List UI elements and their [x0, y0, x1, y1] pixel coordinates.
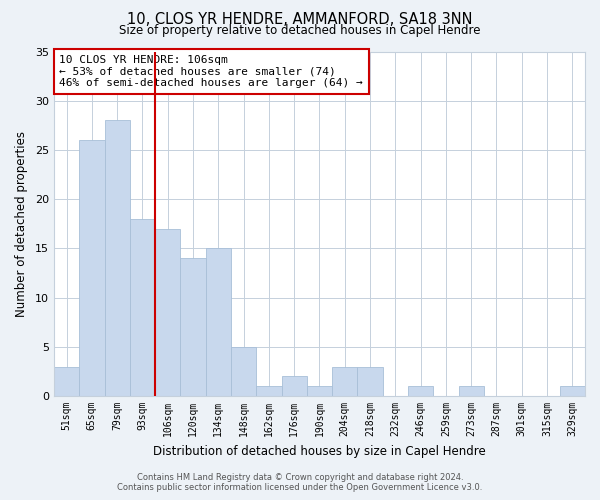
X-axis label: Distribution of detached houses by size in Capel Hendre: Distribution of detached houses by size …	[153, 444, 486, 458]
Bar	[130, 219, 155, 396]
Text: Contains HM Land Registry data © Crown copyright and database right 2024.
Contai: Contains HM Land Registry data © Crown c…	[118, 473, 482, 492]
Bar	[206, 248, 231, 396]
Text: 10 CLOS YR HENDRE: 106sqm
← 53% of detached houses are smaller (74)
46% of semi-: 10 CLOS YR HENDRE: 106sqm ← 53% of detac…	[59, 55, 363, 88]
Bar	[181, 258, 206, 396]
Bar	[408, 386, 433, 396]
Text: Size of property relative to detached houses in Capel Hendre: Size of property relative to detached ho…	[119, 24, 481, 37]
Bar	[54, 366, 79, 396]
Y-axis label: Number of detached properties: Number of detached properties	[15, 131, 28, 317]
Bar	[256, 386, 281, 396]
Bar	[281, 376, 307, 396]
Bar	[79, 140, 104, 396]
Bar	[358, 366, 383, 396]
Bar	[458, 386, 484, 396]
Bar	[332, 366, 358, 396]
Bar	[231, 347, 256, 396]
Text: 10, CLOS YR HENDRE, AMMANFORD, SA18 3NN: 10, CLOS YR HENDRE, AMMANFORD, SA18 3NN	[127, 12, 473, 28]
Bar	[560, 386, 585, 396]
Bar	[155, 228, 181, 396]
Bar	[307, 386, 332, 396]
Bar	[104, 120, 130, 396]
